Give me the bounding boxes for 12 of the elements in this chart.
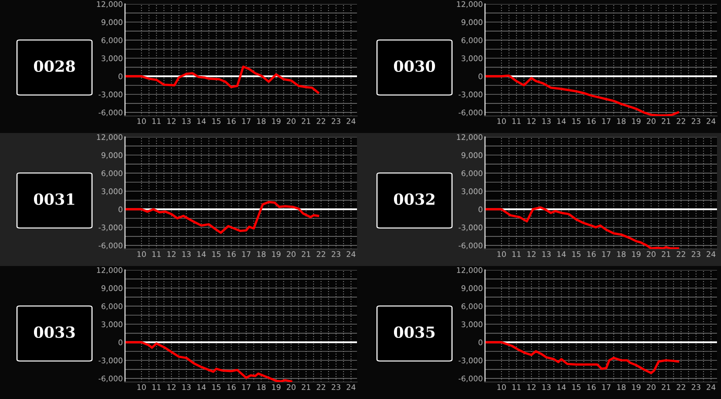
line-series <box>485 206 680 249</box>
text: 0031 <box>34 193 74 205</box>
text: 0033 <box>34 326 75 338</box>
line-series <box>125 341 292 382</box>
text: 0028 <box>34 60 75 72</box>
line-series <box>485 74 680 116</box>
text: 0032 <box>394 193 434 205</box>
line-series <box>125 200 320 234</box>
text: 0030 <box>394 60 436 72</box>
text: 0035 <box>394 326 435 338</box>
line-series <box>125 66 320 94</box>
line-series <box>485 341 680 374</box>
